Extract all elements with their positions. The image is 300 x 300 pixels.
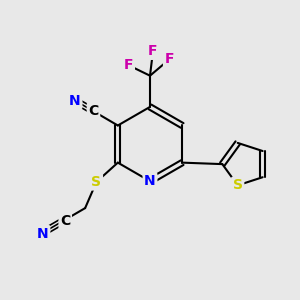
Text: N: N — [144, 174, 156, 188]
Text: N: N — [37, 227, 49, 241]
Text: S: S — [92, 175, 101, 189]
Text: C: C — [88, 104, 99, 118]
Text: C: C — [60, 214, 70, 228]
Text: F: F — [124, 58, 133, 72]
Text: S: S — [233, 178, 243, 192]
Text: N: N — [69, 94, 81, 107]
Text: F: F — [165, 52, 174, 66]
Text: F: F — [148, 44, 158, 58]
